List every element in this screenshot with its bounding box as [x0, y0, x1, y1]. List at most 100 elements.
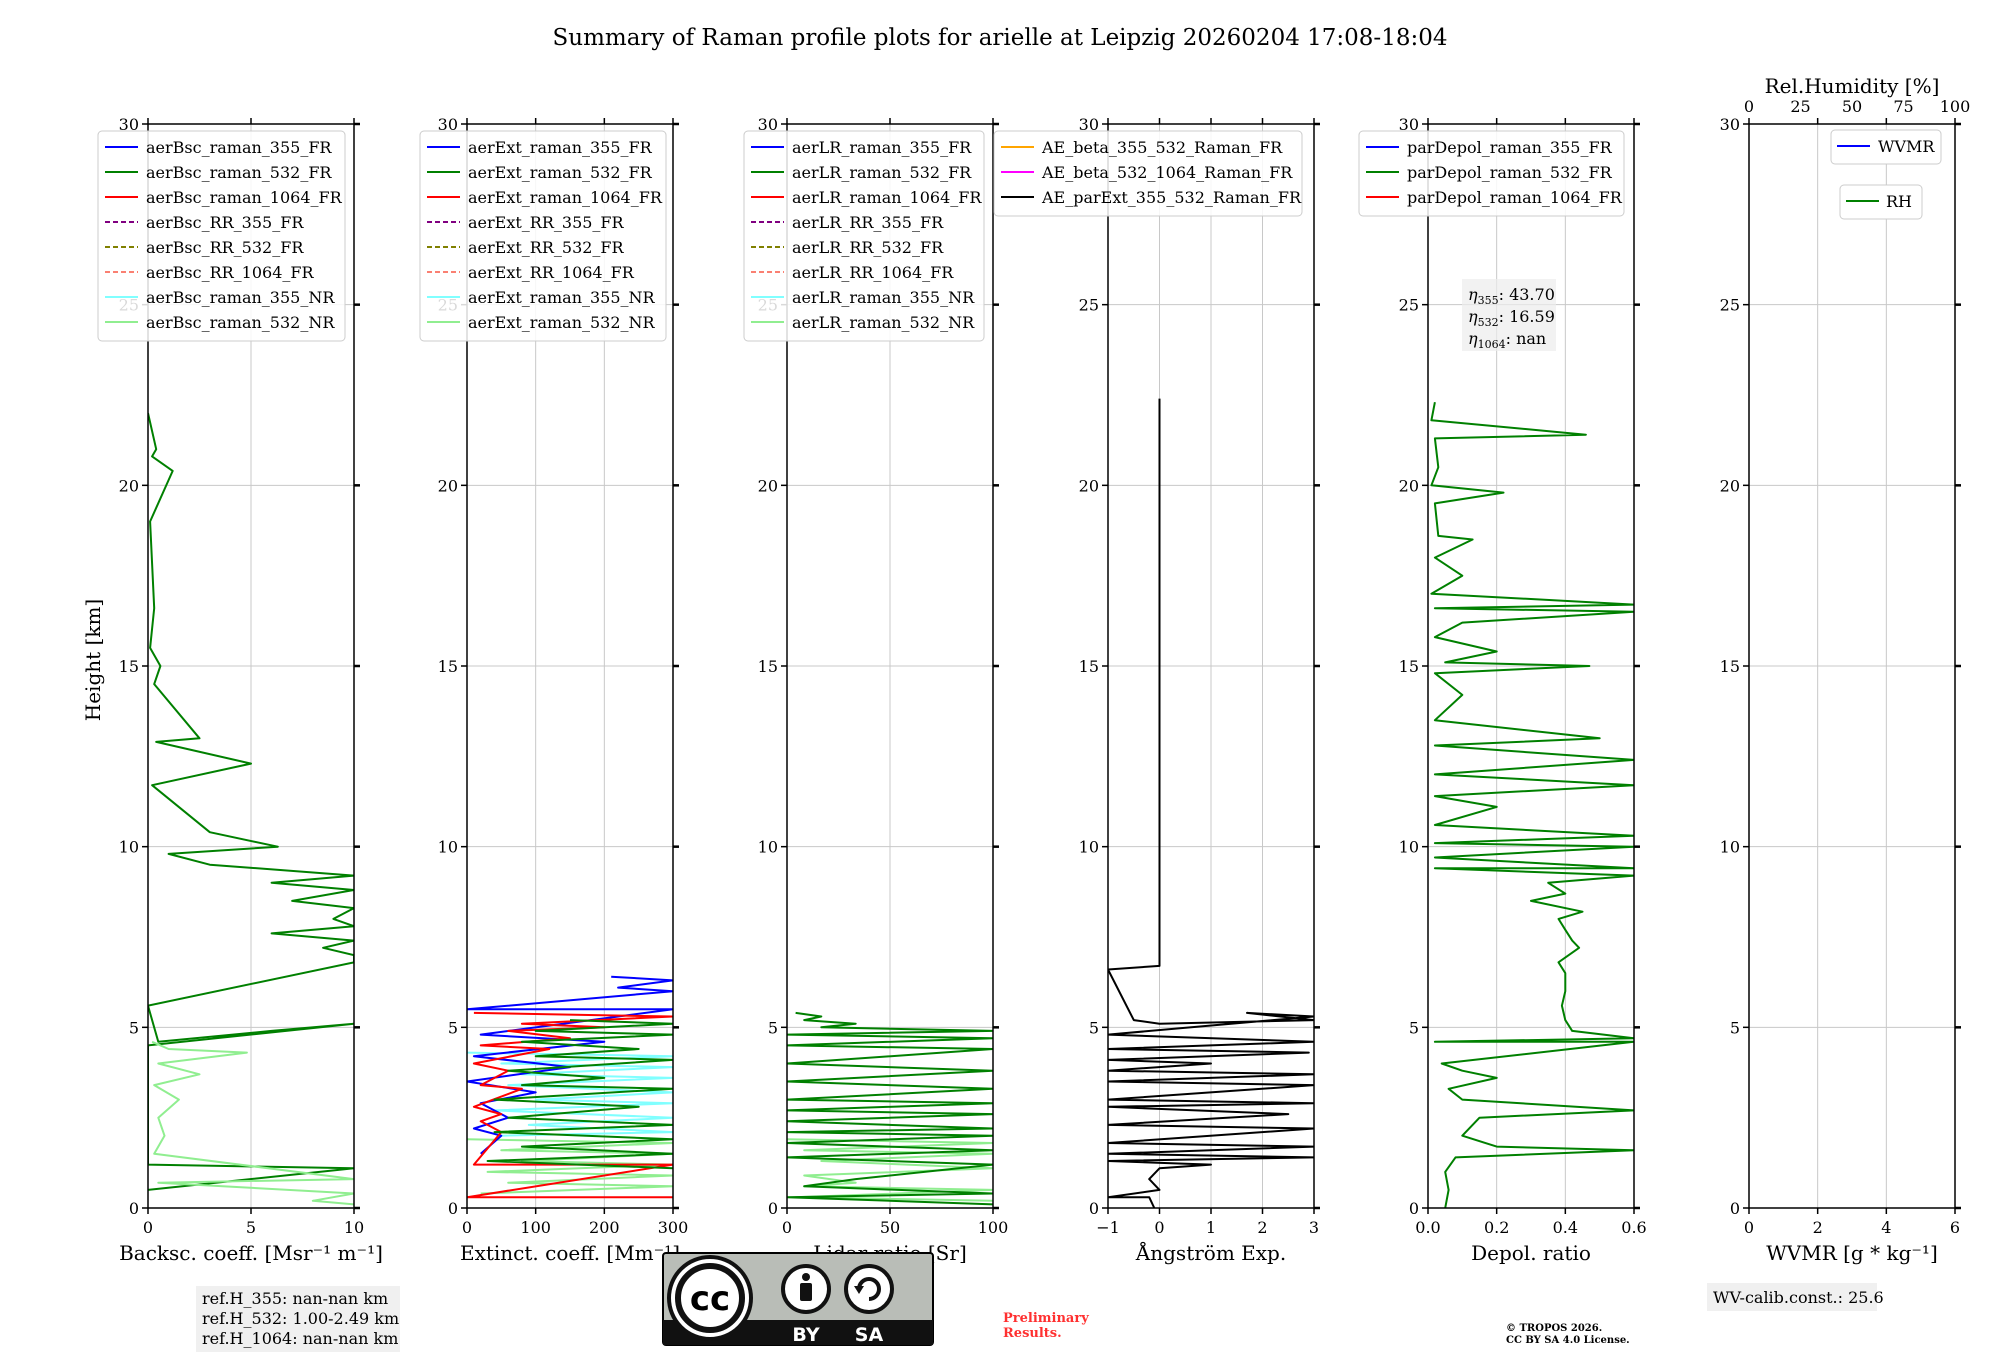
- cc-logo-icon: [675, 1263, 745, 1333]
- y-tick-label: 15: [1399, 657, 1419, 676]
- annotation-box: [1707, 1283, 1877, 1311]
- y-tick-label: 10: [1399, 838, 1419, 857]
- annotation-line: ref.H_355: nan-nan km: [202, 1289, 388, 1308]
- y-tick-label: 20: [119, 476, 139, 495]
- legend-lr: aerLR_raman_355_FR aerLR_raman_532_FR aerL…: [743, 130, 985, 342]
- legend-label: aerBsc_RR_355_FR: [146, 213, 304, 232]
- x-tick-label: 10: [344, 1218, 364, 1237]
- legend-depol: parDepol_raman_355_FR parDepol_raman_532_…: [1358, 130, 1625, 217]
- annotation-wv: WV-calib.const.: 25.6: [1707, 1283, 1884, 1311]
- y-tick-label: 10: [438, 838, 458, 857]
- y-tick-label: 25: [1399, 296, 1419, 315]
- sa-arrow-icon: [857, 1277, 881, 1301]
- series-group-depol: [1430, 402, 1634, 1208]
- y-tick-label: 25: [1720, 296, 1740, 315]
- x-axis-label-bsc: Backsc. coeff. [Msr⁻¹ m⁻¹]: [119, 1241, 383, 1265]
- y-tick-label: 20: [1079, 476, 1099, 495]
- copyright-line-2: CC BY SA 4.0 License.: [1506, 1335, 1630, 1346]
- y-tick-label: 0: [768, 1199, 778, 1218]
- y-tick-label: 0: [129, 1199, 139, 1218]
- y-tick-label: 5: [1409, 1018, 1419, 1037]
- x-tick-label: 2: [1813, 1218, 1823, 1237]
- y-tick-label: 5: [129, 1018, 139, 1037]
- legend-label: parDepol_raman_355_FR: [1407, 138, 1613, 157]
- y-tick-label: 30: [1720, 115, 1740, 134]
- top-axis-label: Rel.Humidity [%]: [1765, 74, 1940, 98]
- y-tick-label: 30: [758, 115, 778, 134]
- by-person-body-icon: [800, 1283, 812, 1301]
- legend-label: aerLR_RR_355_FR: [792, 213, 944, 232]
- legend-label: aerBsc_RR_1064_FR: [146, 263, 315, 282]
- series-aerBsc_raman_532_NR: [151, 1040, 354, 1206]
- x-axis-label-depol: Depol. ratio: [1471, 1241, 1591, 1265]
- series-AE_parExt_355_532_Raman_FR: [1108, 398, 1314, 1208]
- x-tick-label: 100: [520, 1218, 551, 1237]
- grid-wv: [1748, 123, 1956, 1209]
- legend-label: parDepol_raman_1064_FR: [1407, 188, 1623, 207]
- y-tick-label: 10: [1079, 838, 1099, 857]
- annotation-line: ref.H_1064: nan-nan km: [202, 1329, 398, 1348]
- series-group-ae: [1108, 398, 1314, 1208]
- y-tick-label: 15: [1079, 657, 1099, 676]
- legend-label: aerBsc_raman_532_FR: [146, 163, 332, 182]
- preliminary-line-1: Preliminary: [1003, 1311, 1089, 1326]
- y-tick-label: 15: [1720, 657, 1740, 676]
- legend-ext: aerExt_raman_355_FR aerExt_raman_532_FRae…: [419, 130, 667, 342]
- legend-ae: AE_beta_355_532_Raman_FR AE_beta_532_1064…: [993, 130, 1303, 217]
- y-tick-label: 15: [438, 657, 458, 676]
- legend-label: aerBsc_RR_532_FR: [146, 238, 304, 257]
- y-tick-label: 20: [438, 476, 458, 495]
- y-tick-label: 0: [1089, 1199, 1099, 1218]
- x-axis-label-ext: Extinct. coeff. [Mm⁻¹]: [460, 1241, 680, 1265]
- x-tick-label: 0.6: [1621, 1218, 1646, 1237]
- series-parDepol_raman_532_FR: [1430, 402, 1634, 1208]
- legend-label: aerBsc_raman_355_NR: [146, 288, 335, 307]
- figure-title: Summary of Raman profile plots for ariel…: [553, 25, 1448, 51]
- legend-label: aerBsc_raman_1064_FR: [146, 188, 343, 207]
- by-person-head-icon: [802, 1273, 810, 1281]
- y-tick-label: 20: [1720, 476, 1740, 495]
- legend-label: aerExt_RR_355_FR: [468, 213, 625, 232]
- legend-label: aerExt_raman_355_NR: [468, 288, 656, 307]
- y-tick-label: 15: [119, 657, 139, 676]
- legend-label: parDepol_raman_532_FR: [1407, 163, 1613, 182]
- x-axis-label-wv: WVMR [g * kg⁻¹]: [1766, 1241, 1938, 1265]
- legend-box: [743, 130, 985, 342]
- y-tick-label: 10: [1720, 838, 1740, 857]
- x-tick-label: 0: [1744, 1218, 1754, 1237]
- legend-label: aerExt_raman_532_NR: [468, 313, 656, 332]
- eta-box: [1462, 279, 1556, 351]
- y-tick-label: 10: [119, 838, 139, 857]
- y-tick-label: 30: [119, 115, 139, 134]
- x-axis-label-ae: Ångström Exp.: [1135, 1240, 1286, 1265]
- series-group-lr: [787, 1011, 993, 1206]
- x-tick-label: 50: [880, 1218, 900, 1237]
- series-aerLR_raman_532_NR: [787, 1138, 993, 1202]
- eta-line: η355: 43.70: [1468, 285, 1555, 307]
- cc-license-badge: cc BY SA: [662, 1252, 934, 1346]
- y-tick-label: 25: [1079, 296, 1099, 315]
- y-tick-label: 5: [1089, 1018, 1099, 1037]
- legend-label: aerBsc_raman_355_FR: [146, 138, 332, 157]
- y-tick-label: 0: [1730, 1199, 1740, 1218]
- series-group-bsc: [148, 412, 354, 1206]
- legend-label: aerLR_raman_355_NR: [792, 288, 975, 307]
- x-tick-label: 0: [1154, 1218, 1164, 1237]
- x-tick-label: 1: [1206, 1218, 1216, 1237]
- series-group-ext: [467, 975, 673, 1199]
- x-tick-label: 2: [1257, 1218, 1267, 1237]
- legend-label: RH: [1886, 192, 1912, 211]
- legend-rh: RH: [1839, 184, 1923, 220]
- legend-label: aerLR_RR_1064_FR: [792, 263, 954, 282]
- x-tick-label: 0.4: [1553, 1218, 1578, 1237]
- x-tick-label: 0: [782, 1218, 792, 1237]
- y-tick-label: 30: [438, 115, 458, 134]
- y-tick-label: 5: [1730, 1018, 1740, 1037]
- y-tick-label: 15: [758, 657, 778, 676]
- x-tick-label: 300: [658, 1218, 689, 1237]
- annotation-line: WV-calib.const.: 25.6: [1713, 1288, 1884, 1307]
- legend-label: aerExt_raman_1064_FR: [468, 188, 663, 207]
